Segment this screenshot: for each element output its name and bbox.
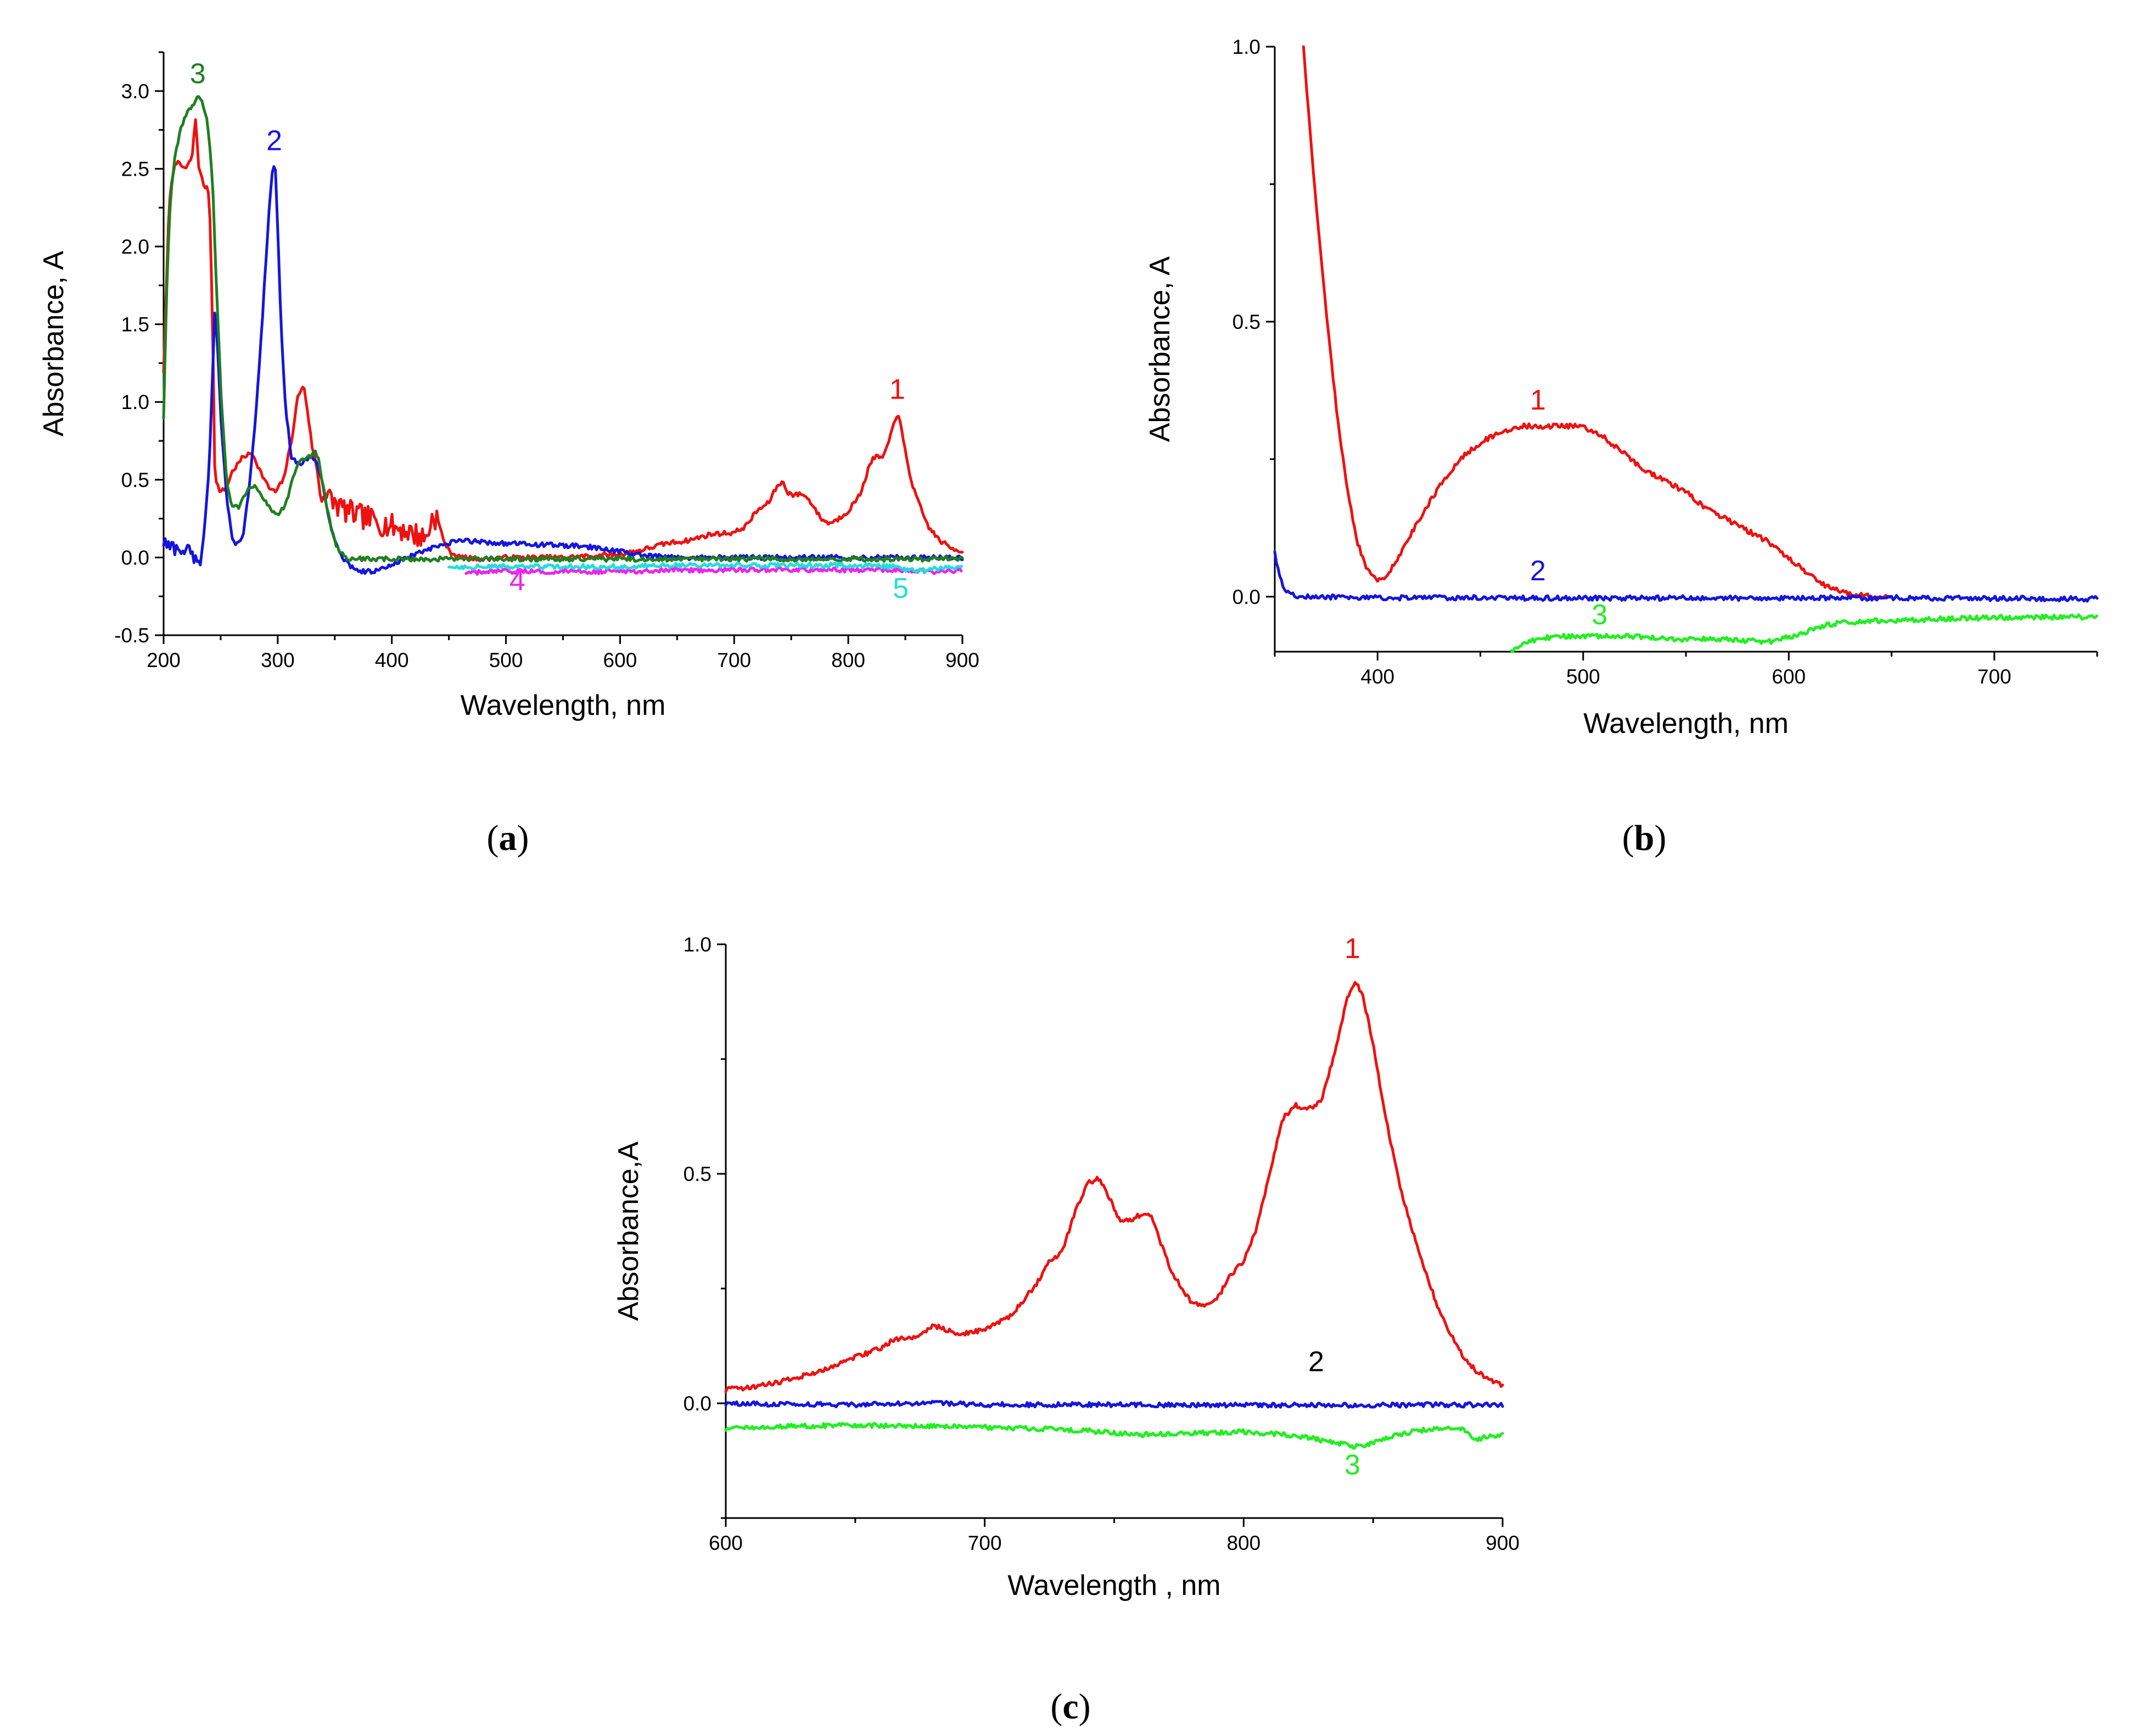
panel-a-series-2-line (162, 165, 964, 575)
panel-c-series-3-label: 3 (1344, 1449, 1360, 1481)
panel-a-series-4-label: 4 (509, 565, 525, 597)
panel-b-x-axis-title: Wavelength, nm (1583, 708, 1789, 740)
panel-a-y-tick-label: 1.5 (121, 313, 149, 336)
panel-a-y-tick-label: 2.0 (121, 236, 149, 258)
panel-a-x-tick-label: 500 (489, 649, 523, 671)
panel-a-series-1-label: 1 (889, 374, 905, 406)
panel-a-x-tick-label: 900 (945, 649, 979, 671)
panel-a-y-tick-label: 1.0 (121, 391, 149, 413)
panel-a-series-3-label: 3 (190, 58, 206, 90)
panel-b-series-1-line (1302, 45, 1892, 601)
panel-a-x-axis-title: Wavelength, nm (461, 690, 666, 721)
panel-c-x-tick-label: 900 (1486, 1532, 1520, 1554)
panel-a-x-tick-label: 700 (717, 649, 751, 671)
panel-a-x-tick-label: 800 (831, 649, 865, 671)
panel-c-y-tick-label: 1.0 (683, 933, 711, 956)
panel-b-chart: 400 500 600 700 0.0 0.5 1.0 Wavelength, nm Absor… (1144, 36, 2099, 740)
panel-a-series-2-label: 2 (266, 125, 282, 156)
panel-b-y-tick-label: 0.0 (1232, 586, 1260, 608)
panel-b-series-2-line (1273, 550, 2099, 603)
panel-a-y-tick-label: 0.0 (121, 546, 149, 569)
panel-c-chart: 600 700 800 900 0.0 0.5 1.0 Wavelength , nm Abso… (613, 933, 1520, 1601)
panel-a-series-4-line (464, 566, 963, 576)
panel-b-x-tick-label: 700 (1977, 665, 2012, 688)
panel-a-y-tick-label: 3.0 (121, 80, 149, 103)
panel-a-y-tick-label: 2.5 (121, 158, 149, 180)
panel-c-series-1-label: 1 (1344, 933, 1360, 965)
panel-b-y-tick-label: 0.5 (1232, 311, 1260, 333)
panel-c-series-2-label: 2 (1308, 1346, 1324, 1377)
panel-b-caption: (b) (1622, 818, 1667, 858)
panel-c-x-tick-label: 700 (968, 1532, 1002, 1554)
panel-a-y-axis-title: Absorbance, A (38, 251, 70, 437)
panel-c-series-3-line (724, 1421, 1504, 1450)
panel-b-series-1-label: 1 (1530, 384, 1546, 416)
panel-a-chart: 200 300 400 500 600 700 800 900 -0.5 0.0 0.5 1.0 1.5… (38, 51, 979, 721)
panel-b-x-tick-label: 600 (1772, 665, 1806, 688)
panel-c-y-tick-label: 0.5 (683, 1163, 711, 1185)
panel-c-x-tick-label: 800 (1226, 1532, 1260, 1554)
panel-b-series-3-line (1510, 613, 2098, 653)
panel-b-y-axis-title: Absorbance, A (1144, 256, 1176, 443)
panel-c-x-tick-label: 600 (709, 1532, 743, 1554)
panel-c-y-axis-title: Absorbance,A (613, 1141, 645, 1321)
panel-a-series-5-label: 5 (893, 573, 909, 604)
panel-a-y-tick-label: 0.5 (121, 469, 149, 491)
panel-a-x-tick-label: 400 (375, 649, 409, 671)
panel-b-x-tick-label: 500 (1566, 665, 1600, 688)
panel-b-x-tick-label: 400 (1360, 665, 1394, 688)
panel-a-x-tick-label: 300 (261, 649, 295, 671)
panel-a-y-tick-label: -0.5 (114, 624, 149, 647)
panel-a-series-3-line (162, 95, 964, 563)
panel-c-series-2-line (724, 1399, 1504, 1409)
panel-b-y-tick-label: 1.0 (1232, 36, 1260, 58)
panel-a-series-5-line (447, 562, 963, 574)
panel-b-series-3-label: 3 (1592, 599, 1607, 631)
panel-a-caption: (a) (487, 818, 529, 858)
panel-c-caption: (c) (1050, 1687, 1090, 1727)
panel-b-series-2-label: 2 (1530, 555, 1546, 587)
panel-a-series-1-line (162, 118, 964, 563)
panel-a-x-tick-label: 200 (147, 649, 181, 671)
panel-c-x-axis-title: Wavelength , nm (1007, 1570, 1220, 1601)
panel-c-series-1-line (724, 981, 1504, 1393)
panel-c-y-tick-label: 0.0 (683, 1392, 711, 1415)
panel-a-x-tick-label: 600 (603, 649, 637, 671)
